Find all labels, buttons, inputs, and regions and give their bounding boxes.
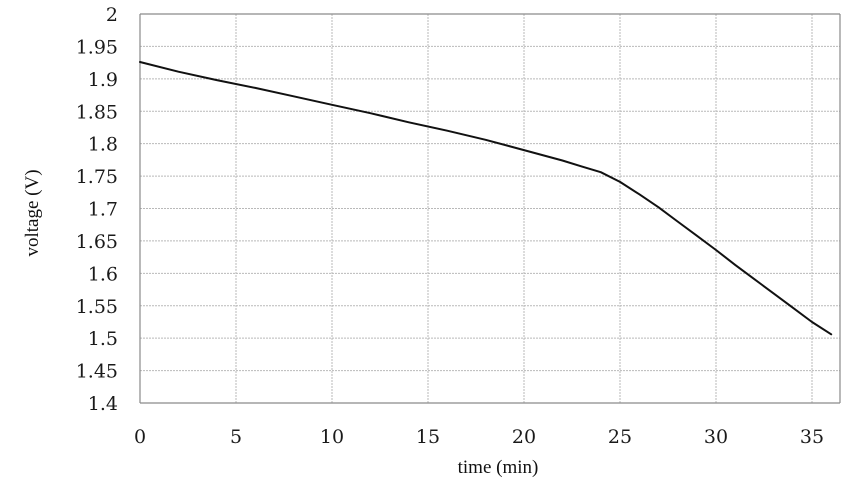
y-tick-label: 1.4 [88,393,118,415]
series-layer [139,61,833,336]
y-tick-label: 1.85 [76,101,118,123]
x-tick-label: 10 [320,426,344,448]
plot-frame [139,13,841,404]
grid [139,13,840,404]
y-tick-label: 1.7 [88,199,118,221]
x-tick-label: 25 [608,426,632,448]
x-tick-label: 5 [230,426,242,448]
y-tick-label: 1.8 [88,134,118,156]
x-tick-label: 35 [800,426,824,448]
x-tick-label: 15 [416,426,440,448]
y-tick-label: 1.55 [76,296,118,318]
y-tick-label: 1.45 [76,361,118,383]
y-tick-label: 1.9 [88,69,118,91]
y-tick-label: 1.95 [76,36,118,58]
x-tick-label: 20 [512,426,536,448]
voltage-series-line [139,61,833,336]
x-axis-title: time (min) [458,457,539,478]
y-tick-label: 2 [106,4,118,26]
x-tick-labels: 0 5 10 15 20 25 30 35 [134,426,824,448]
y-tick-label: 1.75 [76,166,118,188]
y-axis-title: voltage (V) [22,169,43,256]
x-tick-label: 30 [704,426,728,448]
y-tick-label: 1.65 [76,231,118,253]
y-tick-label: 1.5 [88,328,118,350]
y-tick-labels: 1.4 1.45 1.5 1.55 1.6 1.65 1.7 1.75 1.8 1.85 1.9 1.… [76,4,118,415]
y-tick-label: 1.6 [88,263,118,285]
x-tick-label: 0 [134,426,146,448]
